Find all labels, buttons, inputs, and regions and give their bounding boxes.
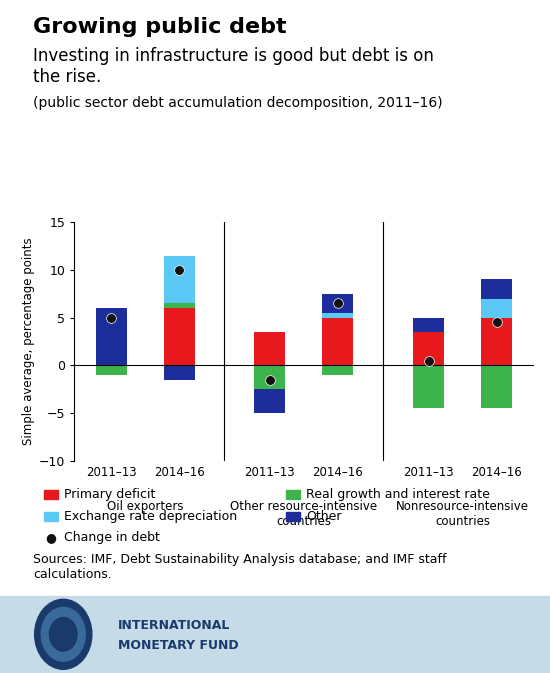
- Bar: [322, 313, 354, 318]
- Bar: [96, 365, 126, 375]
- Text: Primary deficit: Primary deficit: [64, 488, 156, 501]
- Text: Nonresource-intensive
countries: Nonresource-intensive countries: [396, 500, 529, 528]
- Text: Growing public debt: Growing public debt: [33, 17, 287, 37]
- Bar: [163, 304, 195, 308]
- Text: (public sector debt accumulation decomposition, 2011–16): (public sector debt accumulation decompo…: [33, 96, 443, 110]
- Bar: [254, 332, 285, 365]
- Bar: [413, 318, 444, 332]
- Text: Investing in infrastructure is good but debt is on
the rise.: Investing in infrastructure is good but …: [33, 47, 434, 86]
- Bar: [163, 308, 195, 365]
- Text: Real growth and interest rate: Real growth and interest rate: [306, 488, 490, 501]
- Bar: [322, 293, 354, 313]
- Bar: [96, 308, 126, 365]
- Text: Sources: IMF, Debt Sustainability Analysis database; and IMF staff
calculations.: Sources: IMF, Debt Sustainability Analys…: [33, 553, 447, 581]
- Text: Oil exporters: Oil exporters: [107, 500, 183, 513]
- Bar: [254, 389, 285, 413]
- Text: INTERNATIONAL: INTERNATIONAL: [118, 618, 230, 631]
- Y-axis label: Simple average, percentage points: Simple average, percentage points: [21, 238, 35, 446]
- Text: Other: Other: [306, 509, 342, 523]
- Bar: [481, 279, 512, 299]
- Text: Other resource-intensive
countries: Other resource-intensive countries: [230, 500, 377, 528]
- Text: MONETARY FUND: MONETARY FUND: [118, 639, 239, 652]
- Bar: [254, 365, 285, 389]
- Text: Change in debt: Change in debt: [64, 531, 160, 544]
- Bar: [413, 332, 444, 365]
- Bar: [322, 318, 354, 365]
- Bar: [481, 318, 512, 365]
- Bar: [413, 365, 444, 409]
- Bar: [163, 256, 195, 304]
- Text: ●: ●: [46, 531, 56, 544]
- Bar: [163, 365, 195, 380]
- Bar: [481, 299, 512, 318]
- Bar: [481, 365, 512, 409]
- Text: Exchange rate depreciation: Exchange rate depreciation: [64, 509, 238, 523]
- Bar: [322, 365, 354, 375]
